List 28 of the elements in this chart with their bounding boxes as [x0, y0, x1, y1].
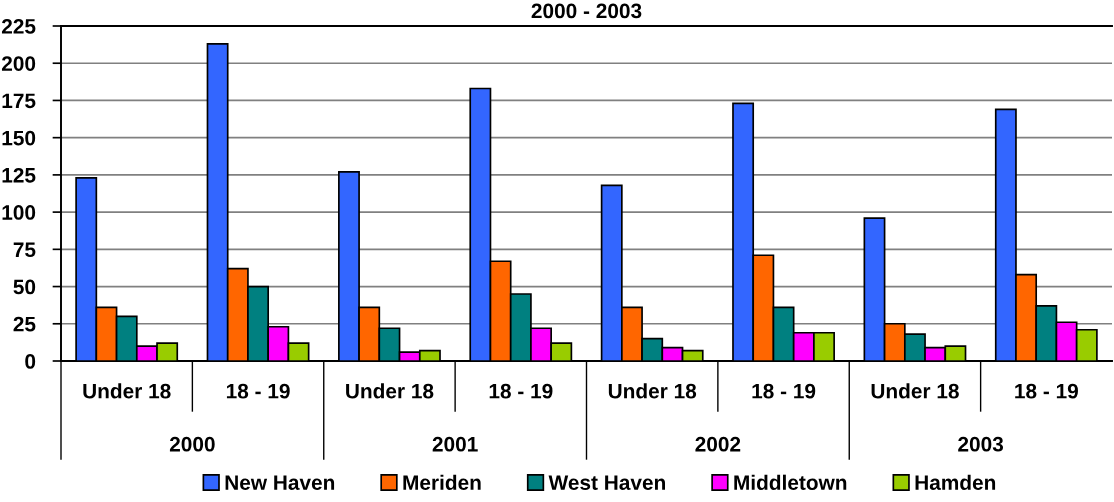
y-tick-label: 125: [2, 167, 36, 183]
x-tick-label: 18 - 19: [489, 383, 553, 399]
y-tick-label: 0: [25, 354, 36, 369]
chart-title: 2000 - 2003: [531, 3, 642, 19]
y-tick-label: 100: [2, 205, 36, 220]
y-tick-label: 150: [2, 130, 36, 146]
y-tick-label: 225: [1, 19, 36, 34]
x-tick-label: Under 18: [346, 383, 434, 399]
legend-label: Meriden: [403, 474, 481, 490]
text: 2003: [958, 436, 1004, 452]
text: 2002: [695, 436, 741, 452]
x-tick-label: 18 - 19: [1015, 383, 1078, 399]
x-tick-label: Under 18: [83, 383, 171, 399]
y-tick-label: 50: [13, 279, 36, 295]
legend-label: New Haven: [225, 475, 335, 490]
y-tick-label: 175: [2, 93, 36, 109]
y-tick-label: 75: [13, 242, 36, 258]
x-tick-label: 18 - 19: [752, 383, 816, 399]
text: 2001: [432, 436, 478, 452]
y-tick-label: 25: [13, 316, 36, 332]
legend-label: Middletown: [734, 474, 847, 490]
legend-label: West Haven: [548, 475, 665, 490]
legend-label: Hamden: [915, 474, 996, 490]
x-tick-label: Under 18: [608, 383, 697, 399]
text: 2000: [169, 436, 215, 452]
y-tick-label: 200: [1, 56, 36, 71]
x-tick-label: 18 - 19: [226, 383, 290, 399]
x-tick-label: Under 18: [871, 383, 959, 399]
